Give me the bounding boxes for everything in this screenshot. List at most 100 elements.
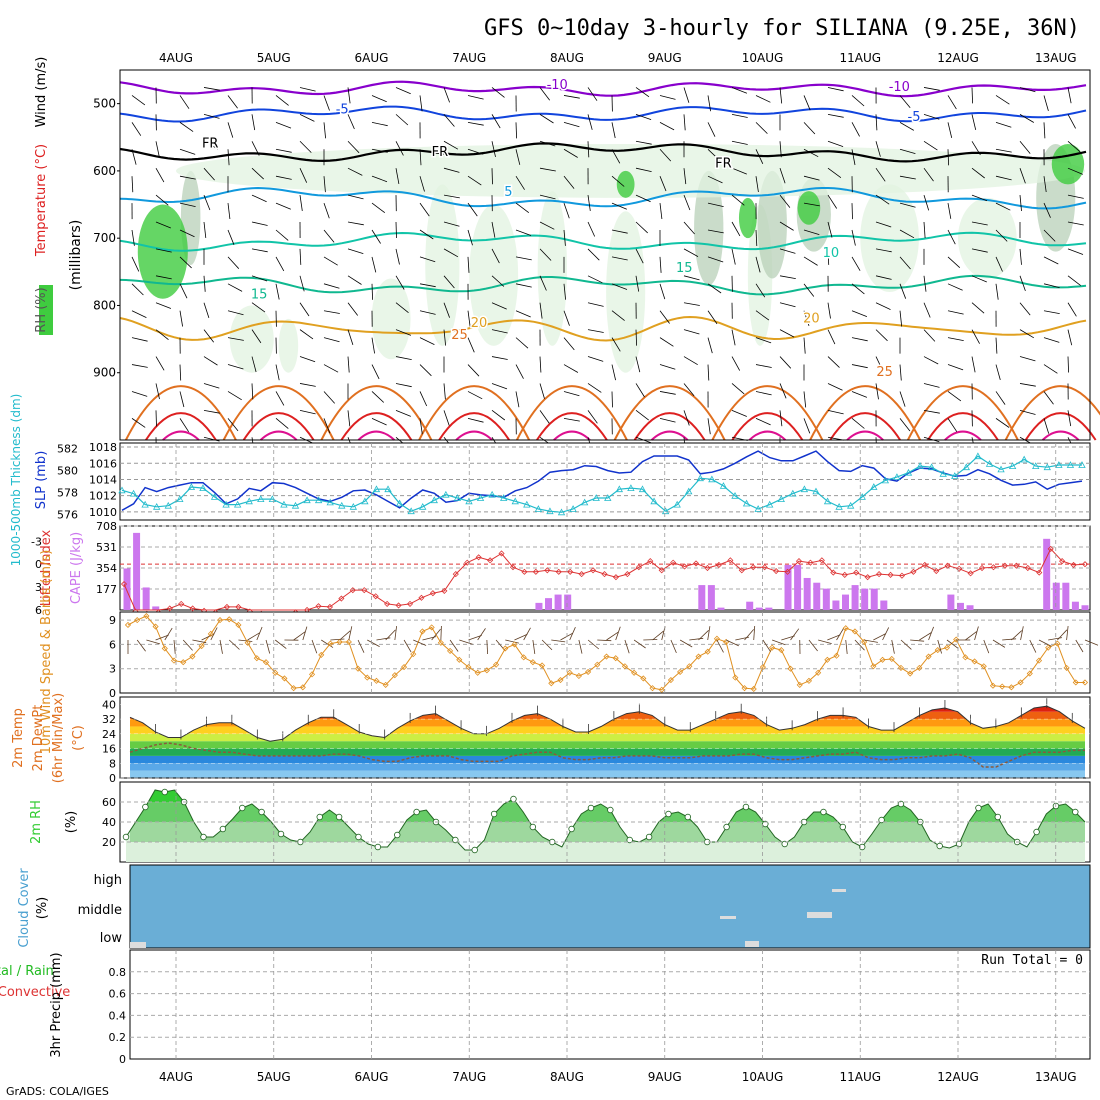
wind-barb	[1019, 302, 1031, 316]
wind-barb	[385, 629, 396, 641]
wind-barb	[293, 631, 306, 641]
li-point	[178, 600, 185, 607]
wind-point	[658, 686, 665, 693]
li-point	[589, 567, 597, 574]
wind-barb	[1011, 630, 1023, 641]
rh-tick: 60	[102, 796, 116, 809]
wind-barb	[974, 626, 979, 641]
wind-barb	[971, 167, 985, 179]
li-point	[738, 567, 745, 574]
wind-barb	[491, 383, 508, 390]
rh-point	[975, 804, 982, 812]
wind-barb	[923, 409, 940, 414]
rh-point	[781, 840, 788, 848]
wind-barb	[443, 302, 450, 318]
li-point	[544, 567, 551, 574]
temp-band	[130, 697, 1090, 704]
rh-point	[994, 813, 1002, 821]
wind-point	[594, 661, 601, 668]
wind-barb	[971, 356, 976, 373]
li-point	[830, 569, 837, 576]
wind-barb	[179, 310, 183, 327]
wind-barb	[755, 229, 758, 247]
wind-barb	[539, 302, 543, 319]
wind-line	[127, 615, 1085, 691]
wind-barb	[755, 337, 772, 344]
wind-barb	[347, 410, 351, 427]
thickness-point	[222, 500, 230, 508]
rh-blob	[175, 144, 1086, 198]
rh-point	[239, 804, 246, 812]
wind-barb	[689, 637, 704, 641]
wind-barb	[299, 383, 316, 387]
wind-barb	[882, 627, 890, 641]
wind-barb	[395, 114, 409, 126]
bottom-date-label: 10AUG	[742, 1070, 784, 1084]
temp-band	[130, 770, 1085, 778]
wind-barb	[311, 639, 318, 654]
li-point	[807, 559, 814, 566]
wind-barb	[827, 167, 842, 179]
wind-barb	[587, 195, 591, 211]
wind-barb	[131, 310, 147, 318]
wind-barb	[779, 356, 792, 369]
rh-point	[936, 842, 943, 850]
isotherm-arc	[145, 412, 217, 441]
contour-label: -5	[908, 110, 921, 125]
wind-barb	[1043, 364, 1058, 374]
axis-label-slp: SLP (mb)	[34, 451, 49, 510]
wind-barb	[875, 194, 890, 205]
wind-barb	[203, 275, 206, 292]
wind-barb	[947, 283, 963, 291]
temp-band	[130, 763, 1085, 771]
axis-label-3hr-precip: 3hr Precip (mm)	[49, 952, 64, 1057]
wind-barb	[563, 95, 580, 99]
wind-barb	[851, 229, 856, 246]
wind-barb	[1043, 256, 1059, 265]
wind-barb	[146, 639, 161, 645]
wind-barb	[323, 391, 335, 404]
wind-barb	[635, 221, 648, 234]
wind-barb	[635, 383, 645, 398]
cape-panel: 177 354 531 708 -3 0 3 6	[31, 520, 1091, 620]
cape-bar	[861, 588, 869, 610]
wind-barb	[131, 364, 148, 368]
wind-barb	[744, 629, 755, 641]
wind-barb	[635, 140, 652, 145]
isotherm-line	[119, 105, 1087, 123]
wind-barb	[1019, 329, 1035, 339]
wind-barb	[394, 626, 397, 641]
wind-barb	[1043, 337, 1060, 343]
wind-point	[493, 661, 500, 668]
wind-barb	[635, 275, 640, 292]
wind-barb	[899, 283, 907, 299]
thickness-point	[870, 483, 878, 490]
thickness-point	[187, 483, 196, 490]
wind-barb	[251, 141, 260, 156]
wind-barb	[539, 140, 556, 147]
wind-barb	[1057, 629, 1068, 641]
wind-barb	[440, 625, 442, 641]
wind-barb	[347, 194, 364, 200]
wind-point	[262, 659, 270, 666]
wind-barb	[635, 167, 652, 172]
wind-point	[842, 625, 849, 632]
precip-tick: 0.2	[109, 1031, 127, 1044]
wind-barb	[1067, 275, 1081, 286]
rh-blob	[958, 197, 1017, 279]
li-point	[120, 580, 128, 588]
wind-barb	[179, 391, 185, 408]
wind-barb	[755, 364, 772, 368]
wind-barb	[971, 194, 988, 202]
thickness-tick: 578	[57, 487, 78, 500]
precip-tick: 0	[119, 1053, 126, 1066]
bottom-date-label: 5AUG	[257, 1070, 291, 1084]
wind-barb	[467, 256, 470, 273]
wind-barb	[323, 256, 338, 266]
wind-barb	[659, 203, 663, 220]
thickness-tick: 580	[57, 465, 78, 478]
wind-point	[1072, 679, 1079, 686]
wind-barb	[443, 221, 460, 227]
wind-barb	[131, 418, 146, 428]
wind-barb	[827, 221, 833, 238]
